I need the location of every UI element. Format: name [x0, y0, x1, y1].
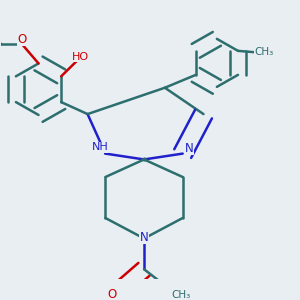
Text: N: N: [185, 142, 194, 155]
Text: HO: HO: [72, 52, 89, 62]
Text: CH₃: CH₃: [254, 47, 274, 57]
Text: N: N: [140, 230, 148, 244]
Text: CH₃: CH₃: [172, 290, 191, 300]
Text: O: O: [18, 33, 27, 46]
Text: NH: NH: [92, 142, 108, 152]
Text: O: O: [108, 288, 117, 300]
